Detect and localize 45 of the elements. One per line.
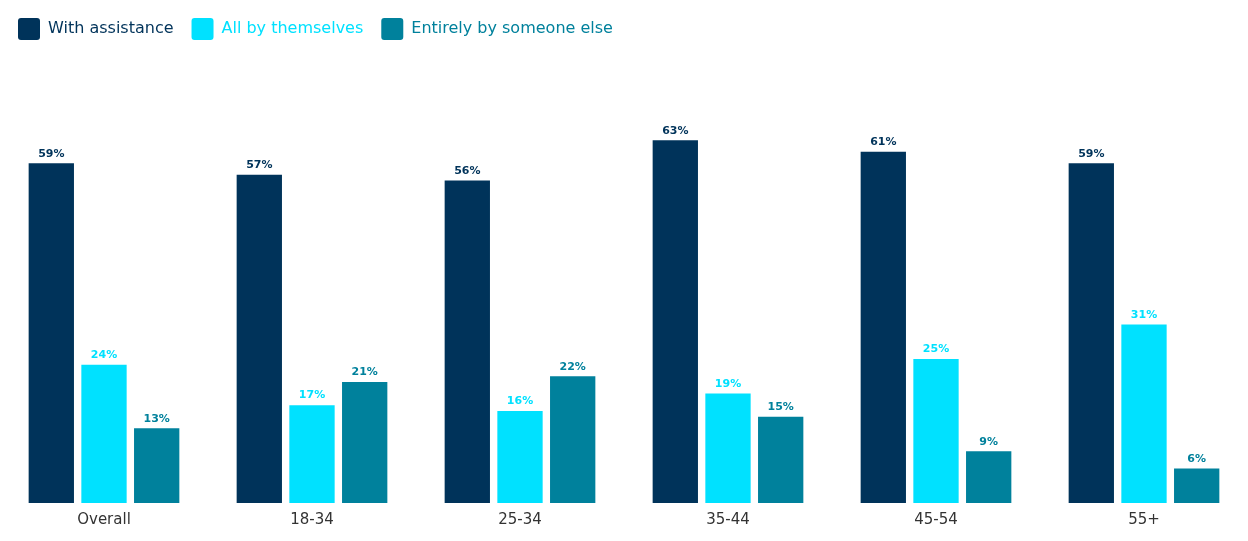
legend-label: Entirely by someone else (411, 18, 613, 38)
bar (81, 364, 127, 503)
bar (1121, 324, 1167, 503)
data-label: 56% (454, 163, 481, 177)
bar (705, 393, 751, 503)
bar (236, 174, 282, 503)
x-tick-label: 18-34 (290, 509, 334, 528)
data-label: 61% (870, 135, 897, 149)
bar (1174, 468, 1220, 503)
legend-label: With assistance (48, 18, 174, 38)
data-label: 6% (1187, 451, 1207, 465)
data-label: 24% (90, 348, 118, 362)
bar (28, 163, 74, 503)
bar (860, 151, 906, 503)
data-label: 13% (143, 411, 170, 425)
bar (966, 451, 1012, 503)
data-label: 57% (246, 158, 273, 172)
data-label: 59% (38, 146, 65, 160)
bar (444, 180, 490, 503)
data-label: 59% (1078, 146, 1105, 160)
data-label: 25% (922, 342, 950, 356)
x-tick-label: 35-44 (706, 509, 750, 528)
bar (497, 410, 543, 503)
data-label: 22% (559, 359, 586, 373)
bar (1068, 163, 1114, 503)
legend-label: All by themselves (221, 18, 364, 38)
bar (652, 140, 698, 503)
bar (289, 405, 335, 503)
x-tick-label: Overall (77, 509, 131, 528)
bar (913, 359, 959, 503)
bar (758, 416, 804, 503)
x-tick-label: 45-54 (914, 509, 958, 528)
bar (342, 382, 388, 503)
bar (134, 428, 180, 503)
x-tick-label: 55+ (1128, 509, 1160, 528)
data-label: 31% (1130, 307, 1158, 321)
data-label: 19% (714, 376, 742, 390)
data-label: 16% (506, 394, 534, 408)
x-tick-label: 25-34 (498, 509, 542, 528)
data-label: 63% (662, 123, 689, 137)
bar (550, 376, 596, 503)
data-label: 15% (767, 400, 794, 413)
data-label: 17% (298, 388, 326, 402)
data-label: 9% (979, 434, 999, 448)
data-label: 21% (351, 365, 378, 379)
